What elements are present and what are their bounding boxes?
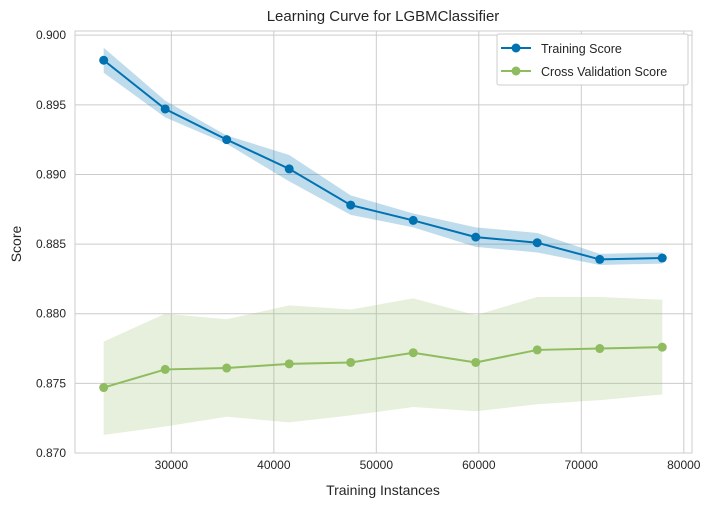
y-tick-label: 0.880 (36, 307, 66, 321)
cross-validation-score-point (471, 357, 481, 367)
cross-validation-score-point (657, 342, 667, 352)
y-tick-label: 0.895 (36, 98, 66, 112)
plot-frame (74, 30, 693, 454)
plot-area (75, 31, 692, 453)
legend-box (496, 33, 689, 86)
cross-validation-score-point (346, 357, 356, 367)
cross-validation-score-point (222, 363, 232, 373)
y-tick-label: 0.890 (36, 167, 66, 181)
legend-training-label: Training Score (541, 42, 622, 56)
tick-labels: 30000 40000 50000 60000 70000 80000 0.870 0.875… (36, 28, 701, 472)
chart-title: Learning Curve for LGBMClassifier (267, 8, 500, 25)
cross-validation-score-point (160, 364, 170, 374)
legend-cv-marker (511, 66, 521, 76)
y-tick-label: 0.900 (36, 28, 66, 42)
training-score-point (657, 253, 667, 263)
grid-lines (75, 31, 692, 454)
cross-validation-score-point (408, 348, 418, 358)
x-tick-label: 40000 (257, 458, 291, 472)
x-tick-label: 80000 (667, 458, 701, 472)
y-tick-label: 0.875 (36, 376, 66, 390)
x-tick-label: 50000 (360, 458, 394, 472)
training-score-point (160, 104, 170, 114)
training-score-point (471, 232, 481, 242)
training-score-point (99, 55, 109, 65)
series-points (99, 55, 667, 393)
training-score-point (532, 238, 542, 248)
training-score-point (408, 215, 418, 225)
x-tick-label: 60000 (462, 458, 496, 472)
legend-entry-cross-validation-score: Cross Validation Score (501, 65, 667, 79)
variance-bands (103, 47, 663, 435)
y-tick-label: 0.885 (36, 237, 66, 251)
x-tick-label: 70000 (565, 458, 599, 472)
y-tick-label: 0.870 (36, 446, 66, 460)
series-lines (103, 59, 663, 389)
legend-training-marker (511, 43, 521, 53)
cross-validation-score-point (99, 383, 109, 393)
x-tick-label: 30000 (155, 458, 189, 472)
cross-validation-score-point (595, 344, 605, 354)
cross-validation-score-point (284, 359, 294, 369)
legend-entry-training-score: Training Score (501, 42, 622, 56)
training-score-point (346, 200, 356, 210)
legend: Training Score Cross Validation Score (496, 33, 689, 86)
cross-validation-score-point (532, 345, 542, 355)
cross-validation-score-line (103, 346, 663, 389)
x-axis-label: Training Instances (326, 482, 440, 498)
legend-cv-label: Cross Validation Score (541, 65, 667, 79)
y-axis-label: Score (8, 226, 24, 263)
training-score-point (284, 164, 294, 174)
training-score-line (103, 59, 663, 261)
cross-validation-score-band (103, 297, 663, 435)
training-score-point (595, 254, 605, 264)
training-score-point (222, 135, 232, 145)
